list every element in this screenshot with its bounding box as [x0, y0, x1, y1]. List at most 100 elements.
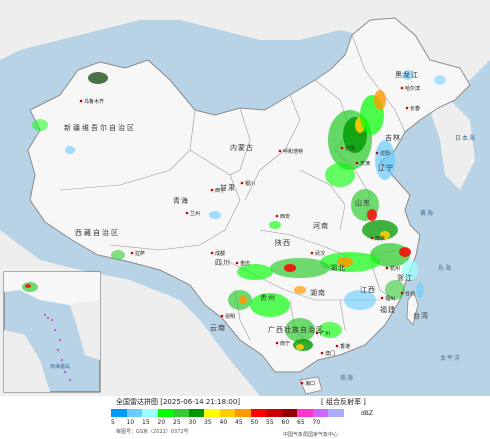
city-marker — [380, 296, 384, 300]
neighbor-land-korea-japan — [430, 100, 475, 190]
city-marker — [320, 351, 324, 355]
map-label: 湖北 — [330, 263, 346, 272]
legend-swatch — [157, 409, 173, 417]
map-label: 西藏自治区 — [75, 228, 120, 237]
legend-swatch — [188, 409, 204, 417]
map-label: 黄海 — [420, 209, 434, 217]
city-marker — [335, 344, 339, 348]
map-label: 吉林 — [385, 133, 401, 142]
legend-tick: 35 — [204, 419, 212, 426]
legend-swatch — [250, 409, 266, 417]
map-label: 香港 — [340, 343, 350, 350]
map-label: 拉萨 — [135, 250, 145, 257]
map-label: 甘肃 — [220, 183, 236, 192]
city-marker — [235, 261, 239, 265]
map-label: 辽宁 — [378, 163, 394, 172]
city-marker — [210, 188, 214, 192]
legend-swatch — [173, 409, 189, 417]
map-source: 中国气象局国家气象中心 — [283, 432, 339, 438]
city-marker — [185, 211, 189, 215]
legend-tick: 65 — [297, 419, 305, 426]
map-label: 杭州 — [390, 265, 400, 272]
map-label: 海口 — [305, 380, 315, 387]
legend-tick: 70 — [312, 419, 321, 426]
legend-tick: 5 — [111, 419, 115, 426]
legend-title: 全国雷达拼图 [2025-06-14 21:18:00] — [116, 398, 241, 406]
map-label: 呼和浩特 — [283, 148, 303, 155]
legend-tick: 15 — [142, 419, 150, 426]
city-marker — [370, 236, 374, 240]
map-label: 南海 — [340, 374, 354, 382]
hainan-island — [299, 376, 323, 395]
legend-tick: 30 — [188, 419, 197, 426]
legend-tick: 45 — [235, 419, 243, 426]
map-label: 浙江 — [397, 273, 413, 282]
legend-tick: 55 — [266, 419, 274, 426]
legend-ticks: 5 10 15 20 25 30 35 40 45 50 55 60 65 70 — [111, 419, 328, 426]
south-china-sea-inset — [3, 271, 101, 393]
city-marker — [400, 86, 404, 90]
city-marker — [355, 161, 359, 165]
map-label: 西安 — [280, 213, 290, 220]
legend-swatch — [126, 409, 142, 417]
china-land — [27, 17, 471, 373]
legend-tick: 20 — [157, 419, 166, 426]
legend-swatch — [204, 409, 220, 417]
map-label: 四川 — [215, 259, 231, 267]
map-label: 日本海 — [455, 134, 476, 142]
map-label: 沈阳 — [380, 150, 390, 157]
legend-swatch — [142, 409, 158, 417]
legend-swatch — [219, 409, 235, 417]
city-marker — [79, 99, 83, 103]
map-label: 北京 — [345, 145, 355, 152]
city-marker — [300, 381, 304, 385]
map-label: 云南 — [210, 323, 226, 332]
map-label: 南宁 — [280, 340, 290, 347]
map-label: 南京 — [375, 235, 385, 242]
legend-swatch — [111, 409, 127, 417]
legend-swatch — [266, 409, 282, 417]
city-marker — [275, 341, 279, 345]
map-label: 内蒙古 — [230, 143, 254, 152]
legend-swatch — [328, 409, 344, 417]
map-label: 长春 — [410, 105, 420, 112]
city-marker — [210, 251, 214, 255]
legend-product: [ 组合反射率 ] — [321, 398, 366, 406]
map-label: 东海 — [438, 264, 452, 272]
map-label: 新疆维吾尔自治区 — [64, 123, 136, 132]
map-label: 昆明 — [225, 314, 235, 320]
map-label: 河南 — [313, 221, 329, 230]
map-label: 湖南 — [310, 288, 326, 297]
map-label: 台湾 — [413, 311, 429, 320]
map-label: 西宁 — [215, 187, 225, 194]
city-marker — [405, 106, 409, 110]
city-marker — [310, 251, 314, 255]
map-label: 青海 — [173, 196, 189, 205]
map-label: 台北 — [405, 290, 415, 297]
map-label: 哈尔滨 — [405, 85, 420, 92]
map-label: 乌鲁木齐 — [84, 98, 104, 105]
city-marker — [385, 266, 389, 270]
map-label: 天津 — [360, 160, 370, 167]
legend-tick: 10 — [126, 419, 135, 426]
city-marker — [278, 149, 282, 153]
city-marker — [275, 214, 279, 218]
radar-echo-xinjiang — [88, 72, 108, 84]
map-label: 广州 — [320, 330, 330, 337]
city-marker — [340, 146, 344, 150]
city-marker — [315, 331, 319, 335]
legend-swatch — [235, 409, 251, 417]
legend-tick: 60 — [281, 419, 290, 426]
city-marker — [375, 151, 379, 155]
map-label: 澳门 — [325, 350, 335, 357]
map-approval-number: 审图号：GS京（2022）0372号 — [116, 429, 189, 435]
map-label: 成都 — [215, 250, 225, 257]
map-label: 贵州 — [260, 293, 276, 302]
map-label: 山东 — [355, 198, 371, 207]
legend-unit: dBZ — [361, 410, 374, 417]
map-label: 黑龙江 — [395, 70, 419, 79]
map-label: 陕西 — [275, 238, 291, 247]
legend-color-bar — [111, 409, 344, 417]
